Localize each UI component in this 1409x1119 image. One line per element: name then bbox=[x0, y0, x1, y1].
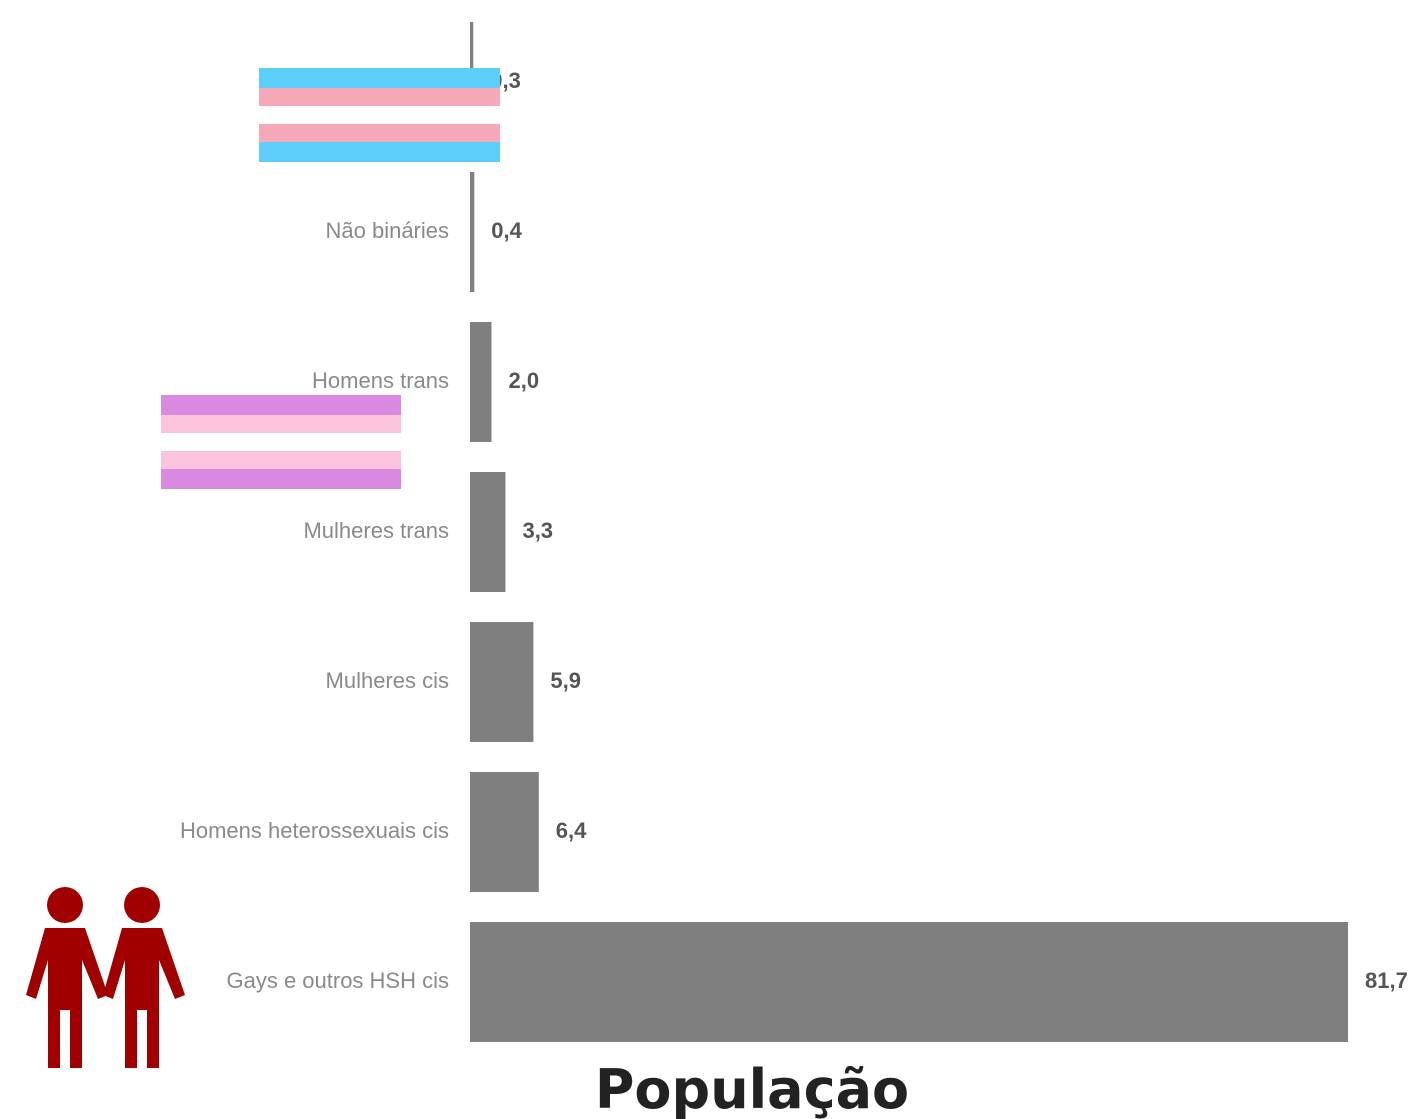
value-label: 3,3 bbox=[522, 518, 553, 543]
value-label: 0,4 bbox=[491, 218, 522, 243]
bar bbox=[470, 922, 1348, 1042]
category-label: Gays e outros HSH cis bbox=[226, 968, 449, 993]
bar bbox=[470, 472, 506, 592]
value-label: 6,4 bbox=[556, 818, 587, 843]
transmasc-flag bbox=[161, 395, 401, 489]
category-label: Não binári​es bbox=[325, 218, 449, 243]
category-label: Mulheres cis bbox=[326, 668, 449, 693]
bar bbox=[470, 172, 475, 292]
bar bbox=[470, 322, 492, 442]
bar bbox=[470, 622, 534, 742]
category-label: Mulheres trans bbox=[303, 518, 449, 543]
value-label: 5,9 bbox=[550, 668, 581, 693]
category-label: Homens trans bbox=[312, 368, 449, 393]
trans-flag bbox=[259, 68, 500, 162]
value-label: 81,7 bbox=[1365, 968, 1408, 993]
chart-title: População bbox=[595, 1058, 909, 1119]
bar bbox=[470, 772, 539, 892]
people-icon bbox=[26, 887, 185, 1068]
category-label: Homens heterossexuais cis bbox=[180, 818, 449, 843]
value-label: 2,0 bbox=[508, 368, 539, 393]
